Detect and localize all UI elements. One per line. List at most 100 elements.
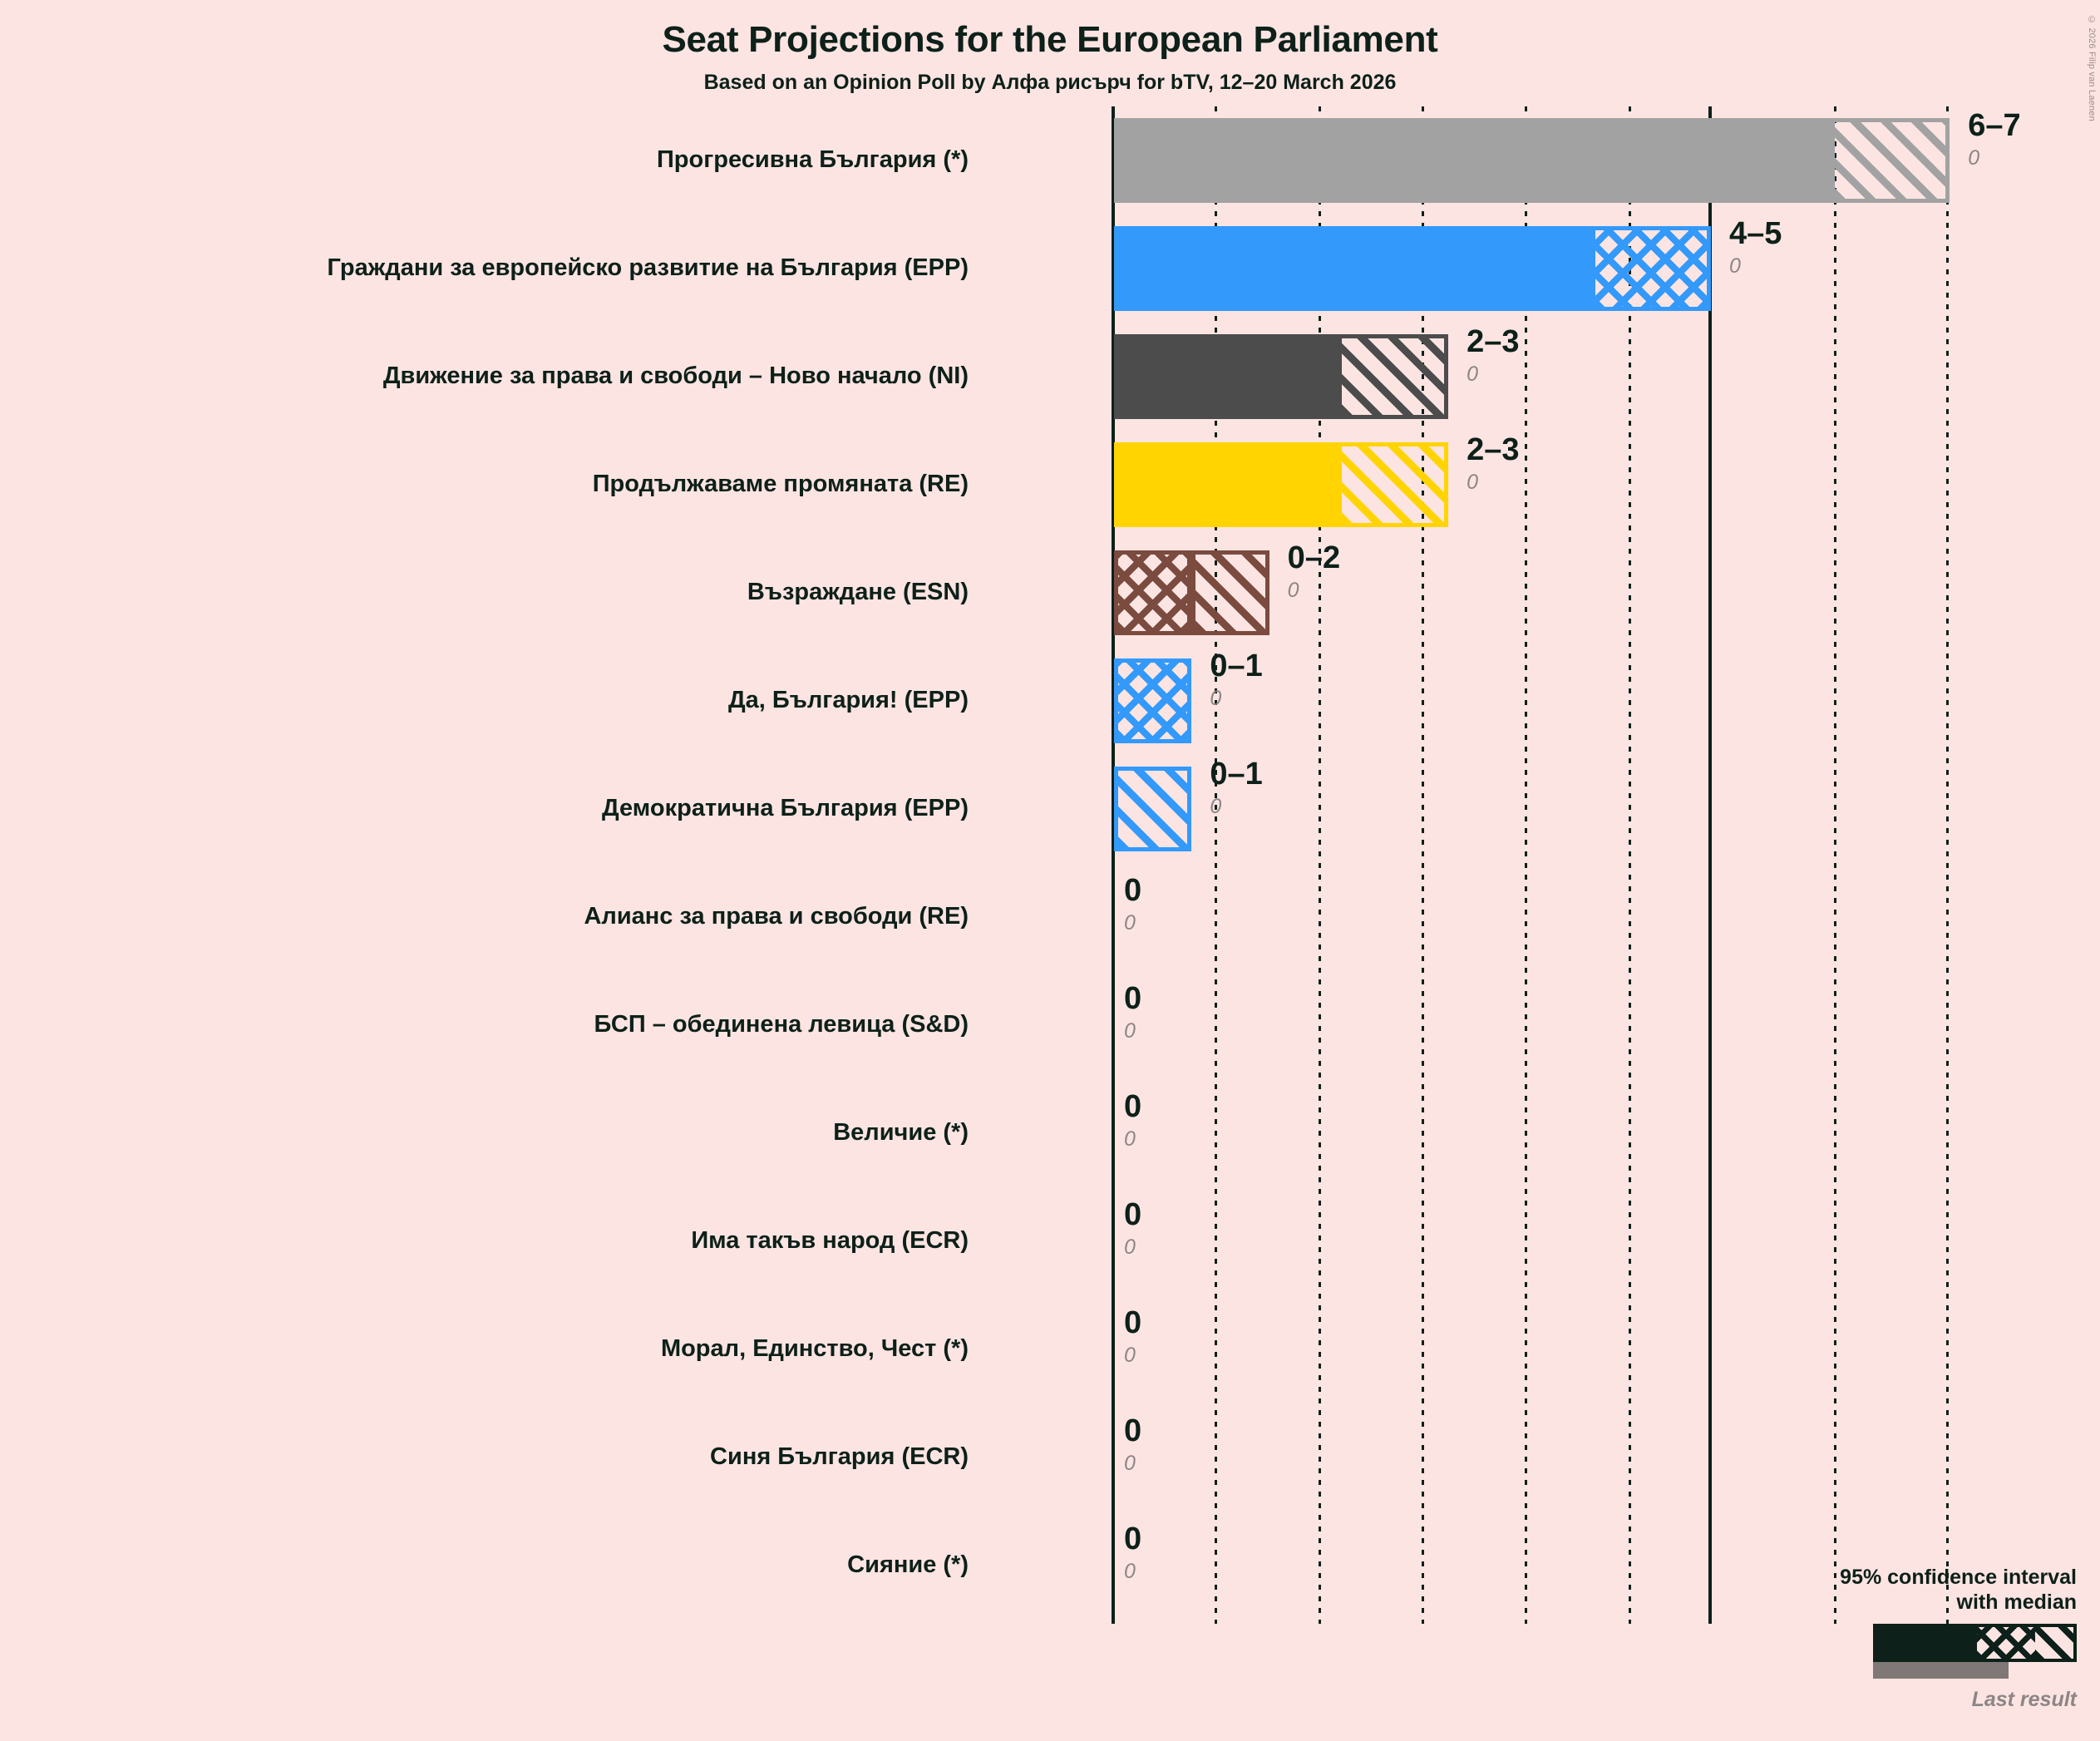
bar-container	[1114, 550, 1269, 635]
party-label: Сияние (*)	[847, 1551, 969, 1579]
last-result-label: 0	[1124, 1019, 1136, 1043]
bar-segment-hatch	[1114, 767, 1192, 851]
gridline	[1834, 106, 1836, 1624]
legend-last-result-bar	[1873, 1661, 2009, 1679]
copyright-notice: © 2026 Filip van Laenen	[2087, 15, 2097, 121]
last-result-label: 0	[1968, 146, 1980, 170]
party-label: БСП – обединена левица (S&D)	[594, 1011, 969, 1038]
legend-median-segment	[1873, 1623, 1977, 1662]
bar-segment-solid	[1114, 442, 1338, 527]
bar-segment-solid	[1114, 226, 1592, 311]
bar-container	[1114, 983, 1115, 1068]
last-result-label: 0	[1210, 795, 1222, 818]
party-label: Да, България! (EPP)	[727, 687, 969, 714]
bar-segment-solid	[1114, 334, 1338, 419]
party-label: Продължаваме промяната (RE)	[592, 471, 969, 498]
party-label: Величие (*)	[833, 1119, 969, 1147]
value-label-group: 2–3 0	[1467, 434, 1519, 493]
party-label: Синя България (ECR)	[710, 1443, 969, 1471]
bar-row: Граждани за европейско развитие на Бълга…	[0, 215, 2100, 323]
last-result-label: 0	[1124, 1452, 1136, 1475]
seat-range-label: 2–3	[1467, 324, 1520, 359]
chart-subtitle: Based on an Opinion Poll by Алфа рисърч …	[703, 71, 1397, 95]
gridline	[1215, 106, 1217, 1624]
bar-row: Прогресивна България (*) 6–7 0	[0, 106, 2100, 215]
last-result-label: 0	[1467, 471, 1478, 494]
gridline	[1525, 106, 1527, 1624]
bar-row: Алианс за права и свободи (RE) 0 0	[0, 863, 2100, 971]
seat-range-label: 0	[1124, 1522, 1142, 1556]
last-result-label: 0	[1287, 579, 1299, 602]
value-label-group: 0–2 0	[1288, 542, 1340, 601]
bar-container	[1114, 767, 1192, 851]
bar-container	[1114, 226, 1711, 311]
bar-row: Да, България! (EPP) 0–1 0	[0, 647, 2100, 755]
legend: 95% confidence interval with median Last…	[1744, 1565, 2077, 1712]
seat-range-label: 0	[1124, 1197, 1142, 1232]
bar-container	[1114, 118, 1950, 203]
bar-container	[1114, 875, 1115, 959]
seat-range-label: 0–2	[1287, 540, 1341, 575]
last-result-label: 0	[1124, 1127, 1136, 1151]
bar-segment-cross	[1114, 658, 1192, 743]
bar-row: Има такъв народ (ECR) 0 0	[0, 1187, 2100, 1295]
bar-segment-hatch	[1337, 334, 1449, 419]
bar-segment-hatch	[1830, 118, 1950, 203]
last-result-label: 0	[1124, 911, 1136, 935]
bar-row: Демократична България (EPP) 0–1 0	[0, 755, 2100, 863]
value-label-group: 4–5 0	[1729, 218, 1782, 277]
plot-area: Прогресивна България (*) 6–7 0 Граждани за …	[0, 106, 2100, 1626]
legend-crosshatch-segment	[1977, 1623, 2035, 1662]
bar-row: Величие (*) 0 0	[0, 1079, 2100, 1187]
value-label-group: 2–3 0	[1467, 326, 1519, 385]
value-label-group: 0–1 0	[1210, 650, 1262, 709]
party-label: Демократична България (EPP)	[602, 795, 969, 822]
party-label: Възраждане (ESN)	[747, 579, 969, 606]
legend-ci-bar	[1873, 1623, 2077, 1662]
gridline	[1946, 106, 1949, 1624]
seat-range-label: 6–7	[1968, 108, 2021, 143]
y-axis-line	[1112, 106, 1115, 1624]
last-result-label: 0	[1124, 1560, 1136, 1583]
bar-container	[1114, 1091, 1115, 1176]
seat-range-label: 0	[1124, 981, 1142, 1016]
legend-swatches	[1744, 1623, 2077, 1687]
seat-range-label: 4–5	[1729, 216, 1782, 251]
last-result-label: 0	[1124, 1344, 1136, 1367]
party-label: Морал, Единство, Чест (*)	[660, 1335, 969, 1363]
party-label: Граждани за европейско развитие на Бълга…	[327, 254, 969, 282]
party-label: Движение за права и свободи – Ново начал…	[382, 363, 969, 390]
bar-row: Сияние (*) 0 0	[0, 1512, 2100, 1620]
bar-row: Движение за права и свободи – Ново начал…	[0, 323, 2100, 431]
seat-range-label: 0–1	[1210, 757, 1263, 792]
seat-range-label: 0	[1124, 1089, 1142, 1124]
bar-segment-hatch	[1191, 550, 1269, 635]
bar-container	[1114, 1199, 1115, 1284]
seat-range-label: 0–1	[1210, 649, 1263, 683]
bar-segment-hatch	[1337, 442, 1449, 527]
gridline	[1422, 106, 1424, 1624]
chart-header: Seat Projections for the European Parlia…	[0, 0, 2100, 95]
seat-range-label: 0	[1124, 1305, 1142, 1340]
page-title: Seat Projections for the European Parlia…	[662, 19, 1438, 60]
last-result-label: 0	[1210, 687, 1222, 710]
gridline	[1708, 106, 1712, 1624]
bar-container	[1114, 1415, 1115, 1500]
party-label: Има такъв народ (ECR)	[691, 1227, 969, 1255]
bar-container	[1114, 1523, 1115, 1608]
bar-row: Синя България (ECR) 0 0	[0, 1403, 2100, 1512]
seat-range-label: 0	[1124, 1413, 1142, 1448]
bar-row: Продължаваме промяната (RE) 2–3 0	[0, 431, 2100, 539]
party-label: Прогресивна България (*)	[656, 146, 969, 174]
legend-hatch-segment	[2035, 1623, 2077, 1662]
bar-container	[1114, 442, 1449, 527]
bar-container	[1114, 334, 1449, 419]
bar-container	[1114, 658, 1192, 743]
last-result-label: 0	[1467, 363, 1478, 386]
bar-segment-solid	[1114, 118, 1831, 203]
